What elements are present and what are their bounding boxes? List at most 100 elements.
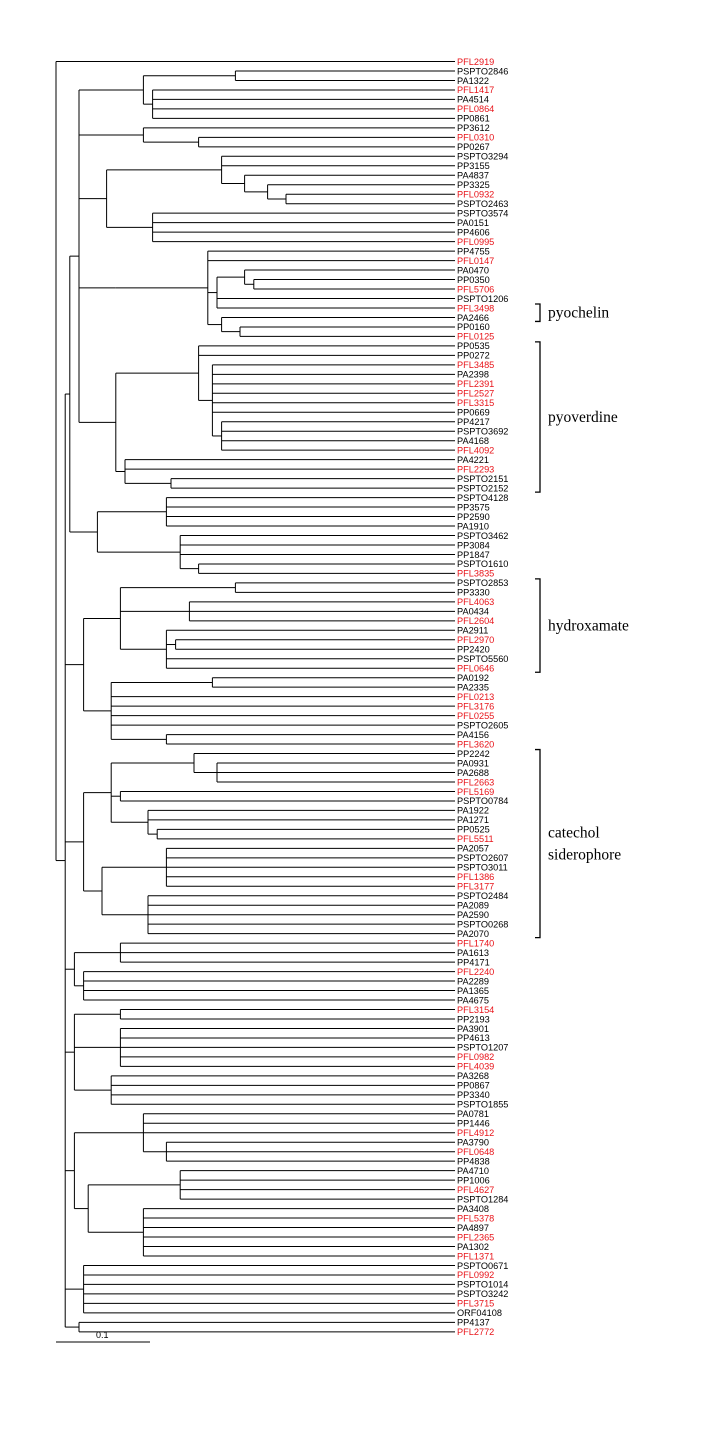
leaf-label: PSPTO3462 (457, 531, 508, 541)
leaf-label: PP3330 (457, 588, 490, 598)
leaf-label: PA0931 (457, 758, 489, 768)
leaf-label: PFL0310 (457, 133, 494, 143)
leaf-label: PFL5511 (457, 834, 494, 844)
leaf-label: PFL5378 (457, 1213, 494, 1223)
group-label-catechol: catechol (548, 825, 600, 842)
leaf-label: PSPTO3294 (457, 152, 508, 162)
leaf-label: PSPTO2846 (457, 66, 508, 76)
leaf-label: PFL2919 (457, 57, 494, 67)
leaf-label: PFL2527 (457, 389, 494, 399)
leaf-label: PA0192 (457, 673, 489, 683)
leaf-label: PP3575 (457, 502, 490, 512)
leaf-label: PP4838 (457, 1156, 490, 1166)
leaf-label: PFL3177 (457, 882, 494, 892)
leaf-label: PA1271 (457, 815, 489, 825)
leaf-label: PP2193 (457, 1014, 490, 1024)
leaf-label: PA4675 (457, 995, 489, 1005)
leaf-label: PFL1386 (457, 872, 494, 882)
leaf-label: PP4137 (457, 1318, 490, 1328)
leaf-label: PA0434 (457, 607, 489, 617)
leaf-labels: PFL2919PSPTO2846PA1322PFL1417PA4514PFL08… (457, 57, 508, 1337)
leaf-label: PA1613 (457, 948, 489, 958)
leaf-label: PP3612 (457, 123, 490, 133)
leaf-label: PP2590 (457, 512, 490, 522)
leaf-label: ORF04108 (457, 1308, 502, 1318)
leaf-label: PSPTO3574 (457, 208, 508, 218)
leaf-label: PSPTO0268 (457, 919, 508, 929)
leaf-label: PA4514 (457, 95, 489, 105)
leaf-label: PFL3620 (457, 739, 494, 749)
leaf-label: PP3340 (457, 1090, 490, 1100)
leaf-label: PSPTO1610 (457, 559, 508, 569)
leaf-label: PSPTO1014 (457, 1280, 508, 1290)
leaf-label: PFL2240 (457, 967, 494, 977)
leaf-label: PA2070 (457, 929, 489, 939)
leaf-label: PA2289 (457, 976, 489, 986)
leaf-label: PP2420 (457, 645, 490, 655)
leaf-label: PSPTO2151 (457, 474, 508, 484)
leaf-label: PFL3485 (457, 360, 494, 370)
group-label-pyochelin: pyochelin (548, 305, 609, 322)
group-bracket-hydroxamate (535, 578, 541, 673)
group-label-hydroxamate: hydroxamate (548, 618, 629, 635)
leaf-label: PFL1371 (457, 1251, 494, 1261)
leaf-label: PFL0255 (457, 711, 494, 721)
leaf-label: PSPTO3692 (457, 427, 508, 437)
leaf-label: PA1322 (457, 76, 489, 86)
leaf-label: PP0272 (457, 351, 490, 361)
leaf-label: PP0535 (457, 341, 490, 351)
leaf-label: PSPTO2605 (457, 720, 508, 730)
leaf-label: PFL0646 (457, 664, 494, 674)
tree-branches (55, 61, 455, 1333)
leaf-label: PP2242 (457, 749, 490, 759)
leaf-label: PP0669 (457, 408, 490, 418)
group-bracket-pyoverdine (535, 341, 541, 493)
leaf-label: PA2466 (457, 313, 489, 323)
leaf-label: PFL5169 (457, 787, 494, 797)
leaf-label: PFL2293 (457, 464, 494, 474)
leaf-label: PFL4063 (457, 597, 494, 607)
leaf-label: PFL2604 (457, 616, 494, 626)
leaf-label: PSPTO3011 (457, 863, 508, 873)
leaf-label: PA2398 (457, 370, 489, 380)
leaf-label: PSPTO1207 (457, 1043, 508, 1053)
leaf-label: PFL0125 (457, 332, 494, 342)
leaf-label: PP4606 (457, 227, 490, 237)
leaf-label: PFL3154 (457, 1005, 494, 1015)
leaf-label: PFL0995 (457, 237, 494, 247)
leaf-label: PFL0648 (457, 1147, 494, 1157)
leaf-label: PA2057 (457, 844, 489, 854)
leaf-label: PFL2391 (457, 379, 494, 389)
leaf-label: PA0151 (457, 218, 489, 228)
leaf-label: PA3790 (457, 1138, 489, 1148)
leaf-label: PA2688 (457, 768, 489, 778)
leaf-label: PP0867 (457, 1081, 490, 1091)
leaf-label: PSPTO2484 (457, 891, 508, 901)
leaf-label: PA2590 (457, 910, 489, 920)
leaf-label: PP4217 (457, 417, 490, 427)
leaf-label: PSPTO1855 (457, 1100, 508, 1110)
leaf-label: PP1847 (457, 550, 490, 560)
leaf-label: PSPTO1284 (457, 1194, 508, 1204)
leaf-label: PFL0864 (457, 104, 494, 114)
leaf-label: PA1922 (457, 806, 489, 816)
leaf-label: PA3901 (457, 1024, 489, 1034)
leaf-label: PA4156 (457, 730, 489, 740)
leaf-label: PP0525 (457, 825, 490, 835)
scale-bar: 0.1 (56, 1330, 150, 1343)
leaf-label: PSPTO5560 (457, 654, 508, 664)
leaf-label: PA4897 (457, 1223, 489, 1233)
leaf-label: PP3084 (457, 540, 490, 550)
leaf-label: PFL3835 (457, 569, 494, 579)
group-annotations: pyochelin pyoverdine hydroxamate catechol si… (535, 303, 629, 939)
leaf-label: PSPTO1206 (457, 294, 508, 304)
leaf-label: PFL0147 (457, 256, 494, 266)
leaf-label: PFL3715 (457, 1299, 494, 1309)
group-label-pyoverdine: pyoverdine (548, 409, 618, 426)
leaf-label: PA1910 (457, 521, 489, 531)
leaf-label: PFL4912 (457, 1128, 494, 1138)
leaf-label: PP0267 (457, 142, 490, 152)
leaf-label: PSPTO0784 (457, 796, 508, 806)
scale-bar-label: 0.1 (96, 1330, 109, 1340)
group-label-catechol: siderophore (548, 847, 621, 864)
